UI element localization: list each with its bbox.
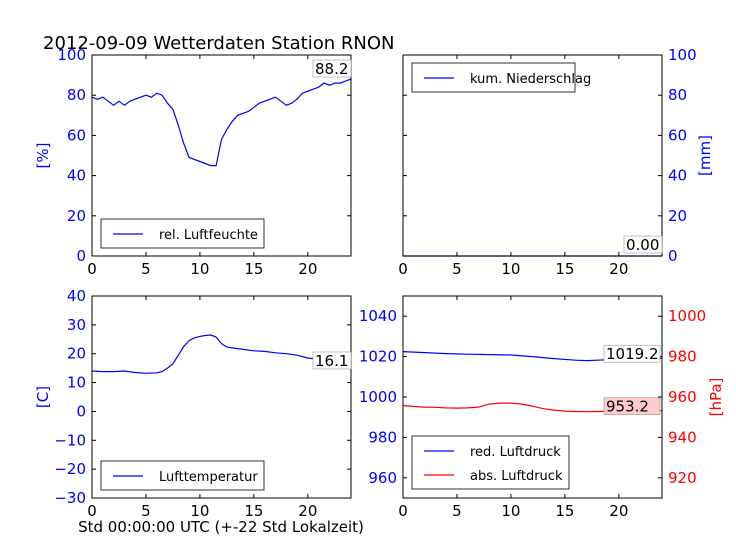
value-annotation: 1019.2 (606, 345, 659, 363)
legend-entry: Lufttemperatur (159, 470, 258, 485)
legend: kum. Niederschlag (411, 62, 591, 93)
y-tick-label: 20 (668, 207, 687, 225)
value-annotation-box (312, 351, 352, 370)
y-tick-label: 1000 (359, 388, 397, 406)
y-tick-label: 1040 (359, 307, 397, 325)
x-tick-label: 5 (452, 260, 462, 278)
figure-title: 2012-09-09 Wetterdaten Station RNON (43, 33, 394, 54)
legend: Lufttemperatur (100, 460, 265, 491)
y-tick-label: 1020 (359, 348, 397, 366)
y-tick-label: 0 (668, 247, 678, 265)
x-tick-label: 20 (298, 260, 317, 278)
y-tick-label: −20 (54, 460, 86, 478)
x-tick-label: 15 (555, 260, 574, 278)
x-tick-label: 0 (398, 260, 408, 278)
y-tick-label: 40 (668, 167, 687, 185)
panel-4: 0 5 10 15 20 960 980 1000 1020 1040 920 940 960 980 10… (359, 295, 725, 520)
y-right-tick-label: 960 (668, 388, 697, 406)
y-tick-label: 20 (67, 345, 86, 363)
x-tick-label: 0 (87, 502, 97, 520)
y-tick-label: 60 (67, 126, 86, 144)
y-tick-label: 20 (67, 207, 86, 225)
y-axis-label: [mm] (696, 135, 714, 176)
x-tick-label: 5 (452, 502, 462, 520)
panel-3: 0 5 10 15 20 −30 −20 −10 0 10 20 30 40 [C] Lufttempera… (34, 287, 352, 520)
x-tick-label: 20 (298, 502, 317, 520)
y-axis-label: [C] (34, 386, 52, 408)
y-tick-label: 960 (368, 469, 397, 487)
x-tick-label: 20 (609, 260, 628, 278)
legend: red. Luftdruck abs. Luftdruck (411, 435, 570, 490)
panel-1: 0 5 10 15 20 0 20 40 60 80 100 [%] rel. Luftfeuchte 8… (34, 46, 352, 278)
legend-entry: rel. Luftfeuchte (159, 228, 258, 243)
y-tick-label: 0 (76, 402, 86, 420)
x-tick-label: 0 (87, 260, 97, 278)
y-tick-label: 80 (67, 86, 86, 104)
x-tick-label: 0 (398, 502, 408, 520)
value-annotation-box (603, 344, 661, 363)
y-tick-label: −30 (54, 489, 86, 507)
legend-entry: kum. Niederschlag (470, 72, 591, 87)
legend-box (411, 435, 570, 490)
x-tick-label: 5 (141, 502, 151, 520)
value-annotation-box (623, 235, 663, 254)
y-tick-label: 40 (67, 287, 86, 305)
plot-frame (402, 54, 663, 257)
y-right-tick-label: 940 (668, 428, 697, 446)
x-tick-label: 15 (244, 502, 263, 520)
x-tick-label: 15 (244, 260, 263, 278)
y-tick-label: 100 (668, 46, 697, 64)
x-tick-label: 10 (190, 502, 209, 520)
y-tick-label: 40 (67, 167, 86, 185)
plot-frame (402, 295, 663, 499)
y-right-tick-label: 920 (668, 469, 697, 487)
series-line-1 (91, 78, 352, 167)
y-tick-label: −10 (54, 431, 86, 449)
y-right-axis-label: [hPa] (707, 378, 725, 417)
x-tick-label: 5 (141, 260, 151, 278)
y-tick-label: 10 (67, 374, 86, 392)
x-tick-label: 10 (190, 260, 209, 278)
x-tick-label: 20 (609, 502, 628, 520)
value-annotation: 88.2 (315, 60, 348, 78)
y-tick-label: 980 (368, 428, 397, 446)
y-tick-label: 60 (668, 126, 687, 144)
x-tick-label: 15 (555, 502, 574, 520)
legend-entry: red. Luftdruck (470, 445, 561, 460)
x-axis-label: Std 00:00:00 UTC (+-22 Std Lokalzeit) (78, 518, 364, 536)
value-annotation: 953.2 (606, 398, 649, 416)
y-tick-label: 30 (67, 316, 86, 334)
value-annotation: 16.1 (315, 352, 348, 370)
value-annotation-box (603, 397, 661, 416)
value-annotation-box (312, 59, 352, 78)
value-annotation: 0.00 (626, 236, 659, 254)
y-tick-label: 100 (57, 46, 86, 64)
x-tick-label: 10 (501, 260, 520, 278)
y-tick-label: 80 (668, 86, 687, 104)
x-tick-label: 10 (501, 502, 520, 520)
panel-2: 0 5 10 15 20 0 20 40 60 80 100 [mm] kum. Niederschla… (398, 46, 714, 278)
series-line-1 (91, 334, 352, 374)
y-tick-label: 0 (76, 247, 86, 265)
plot-frame (91, 54, 352, 257)
legend-entry: abs. Luftdruck (470, 469, 563, 484)
legend: rel. Luftfeuchte (100, 218, 265, 249)
y-right-tick-label: 980 (668, 348, 697, 366)
y-axis-label: [%] (34, 143, 52, 169)
plot-frame (91, 295, 352, 499)
y-right-tick-label: 1000 (668, 307, 706, 325)
